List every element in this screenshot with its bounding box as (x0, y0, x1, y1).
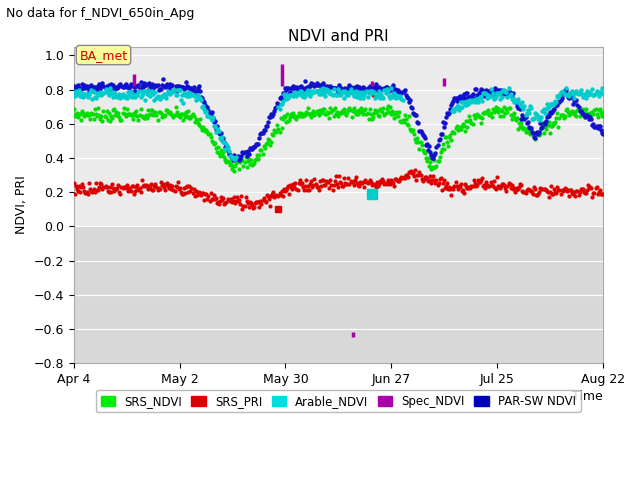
Legend: SRS_NDVI, SRS_PRI, Arable_NDVI, Spec_NDVI, PAR-SW NDVI: SRS_NDVI, SRS_PRI, Arable_NDVI, Spec_NDV… (96, 390, 581, 412)
Title: NDVI and PRI: NDVI and PRI (288, 29, 388, 44)
Bar (74, 227, 603, 363)
Y-axis label: NDVI, PRI: NDVI, PRI (15, 176, 28, 234)
Text: No data for f_NDVI_650in_Apg: No data for f_NDVI_650in_Apg (6, 7, 195, 20)
X-axis label: Time: Time (572, 390, 603, 403)
Text: BA_met: BA_met (79, 48, 127, 61)
